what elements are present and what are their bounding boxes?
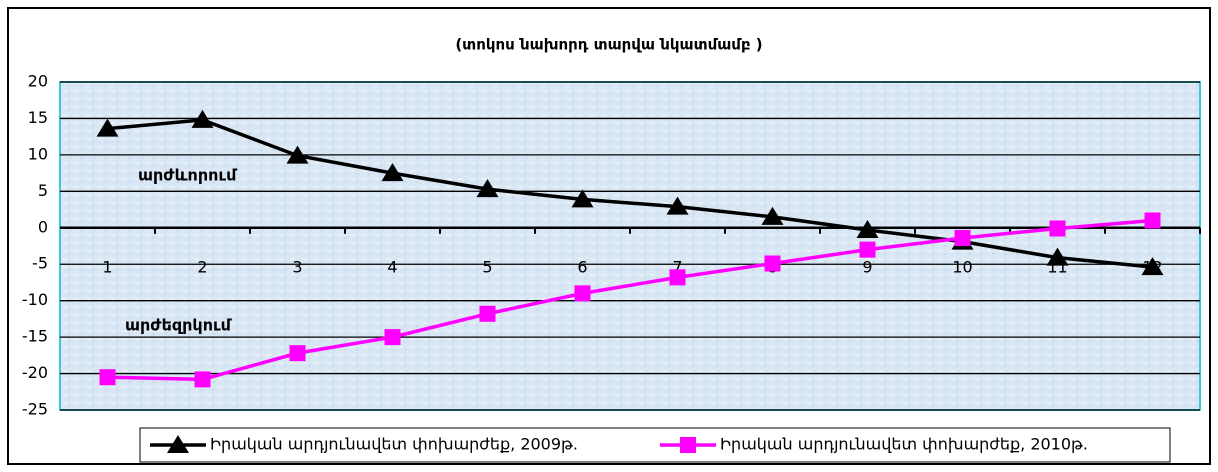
- data-point: [1141, 257, 1164, 276]
- y-tick-label: 5: [38, 181, 48, 200]
- data-point: [954, 229, 971, 246]
- y-tick-label: 20: [28, 72, 48, 91]
- y-tick-label: -15: [22, 327, 48, 346]
- y-tick-label: -20: [22, 363, 48, 382]
- legend-marker: [167, 435, 189, 453]
- y-tick-label: 10: [28, 144, 48, 163]
- series-line: [107, 118, 1153, 269]
- data-point: [859, 241, 876, 258]
- series-line: [107, 218, 1153, 382]
- legend-label: Իրական արդյունավետ փոխարժեք, 2010թ.: [720, 435, 1088, 454]
- data-point: [476, 179, 499, 198]
- data-point: [856, 219, 879, 238]
- data-point: [666, 196, 689, 215]
- x-tick-label: 10: [952, 257, 972, 276]
- x-tick-label: 4: [387, 257, 397, 276]
- y-tick-label: 15: [28, 108, 48, 127]
- annotation: արժևորում: [138, 166, 238, 185]
- data-point: [194, 371, 211, 388]
- legend-marker: [680, 437, 696, 453]
- data-point: [764, 255, 781, 272]
- data-point: [1144, 212, 1161, 229]
- x-tick-label: 9: [862, 257, 872, 276]
- data-point: [479, 305, 496, 322]
- y-tick-label: -5: [32, 254, 48, 273]
- data-point: [571, 189, 594, 208]
- annotation: արժեզրկում: [125, 316, 233, 335]
- data-point: [761, 206, 784, 225]
- data-point: [191, 109, 214, 128]
- data-point: [99, 369, 116, 386]
- data-point: [381, 163, 404, 182]
- chart-title: (տոկոս նախորդ տարվա նկատմամբ ): [455, 36, 762, 54]
- x-tick-label: 6: [577, 257, 587, 276]
- data-point: [384, 329, 401, 346]
- legend: [139, 427, 1171, 463]
- data-point: [669, 269, 686, 286]
- y-tick-label: -10: [22, 290, 48, 309]
- data-point: [286, 145, 309, 164]
- data-point: [289, 345, 306, 362]
- legend-label: Իրական արդյունավետ փոխարժեք, 2009թ.: [210, 435, 578, 454]
- data-point: [574, 285, 591, 302]
- data-point: [1049, 220, 1066, 237]
- x-tick-label: 5: [482, 257, 492, 276]
- y-tick-label: 0: [38, 217, 48, 236]
- x-tick-label: 7: [672, 257, 682, 276]
- x-tick-label: 3: [292, 257, 302, 276]
- data-point: [96, 118, 119, 137]
- data-point: [1046, 247, 1069, 266]
- x-tick-label: 2: [197, 257, 207, 276]
- x-tick-label: 1: [102, 257, 112, 276]
- y-tick-label: -25: [22, 400, 48, 419]
